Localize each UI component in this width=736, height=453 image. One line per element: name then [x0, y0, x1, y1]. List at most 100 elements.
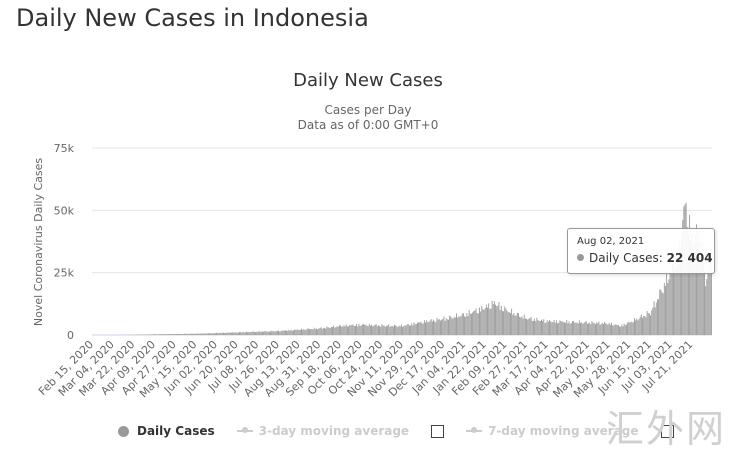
bar[interactable]	[295, 329, 297, 335]
bar[interactable]	[585, 320, 587, 335]
bar[interactable]	[655, 302, 657, 335]
bar[interactable]	[539, 320, 541, 335]
bar[interactable]	[597, 323, 599, 335]
bar[interactable]	[422, 323, 424, 335]
bar[interactable]	[573, 320, 575, 335]
bar[interactable]	[710, 258, 712, 335]
bar[interactable]	[410, 325, 412, 335]
bar[interactable]	[307, 328, 309, 335]
bar[interactable]	[351, 324, 353, 335]
bar[interactable]	[355, 325, 356, 335]
bar[interactable]	[574, 322, 576, 335]
bar[interactable]	[451, 317, 453, 335]
bar[interactable]	[377, 325, 379, 335]
bar[interactable]	[341, 326, 343, 335]
bar[interactable]	[209, 333, 211, 335]
bar[interactable]	[709, 273, 711, 335]
bar[interactable]	[178, 333, 180, 335]
bar[interactable]	[622, 326, 624, 335]
bar[interactable]	[406, 324, 408, 335]
bar[interactable]	[594, 324, 596, 335]
bar[interactable]	[473, 311, 475, 335]
bar[interactable]	[667, 282, 669, 335]
bar[interactable]	[291, 330, 293, 335]
bar[interactable]	[229, 332, 231, 335]
bar[interactable]	[701, 241, 703, 335]
bar[interactable]	[196, 333, 198, 335]
bar[interactable]	[373, 325, 375, 335]
bar[interactable]	[364, 325, 366, 335]
bar[interactable]	[490, 308, 492, 335]
bar[interactable]	[290, 329, 292, 335]
bar[interactable]	[623, 323, 625, 335]
bar[interactable]	[411, 323, 413, 335]
bar[interactable]	[604, 322, 606, 335]
bar[interactable]	[459, 316, 461, 335]
bar[interactable]	[708, 257, 710, 335]
bar[interactable]	[435, 322, 437, 335]
bar[interactable]	[352, 324, 354, 335]
bar[interactable]	[588, 323, 589, 335]
bar[interactable]	[237, 332, 239, 335]
bar[interactable]	[673, 260, 674, 335]
bar[interactable]	[169, 334, 170, 335]
bar[interactable]	[462, 313, 464, 335]
bar[interactable]	[519, 316, 521, 335]
bar[interactable]	[313, 327, 315, 335]
bar[interactable]	[301, 328, 302, 335]
bar[interactable]	[645, 317, 647, 335]
bar[interactable]	[375, 324, 377, 335]
bar[interactable]	[431, 321, 433, 335]
bar[interactable]	[204, 333, 206, 335]
bar[interactable]	[296, 329, 298, 335]
bar[interactable]	[166, 334, 168, 335]
bar[interactable]	[561, 321, 563, 335]
bar[interactable]	[315, 328, 317, 335]
bar[interactable]	[335, 327, 337, 335]
bar[interactable]	[174, 334, 176, 335]
bar[interactable]	[359, 325, 361, 335]
bar[interactable]	[275, 330, 277, 335]
bar[interactable]	[514, 315, 516, 335]
bar[interactable]	[629, 322, 631, 335]
bar[interactable]	[217, 333, 219, 335]
bar[interactable]	[163, 334, 165, 335]
bar[interactable]	[299, 329, 301, 335]
bar[interactable]	[333, 325, 335, 335]
bar[interactable]	[552, 322, 554, 335]
bar[interactable]	[403, 326, 405, 335]
bar[interactable]	[195, 333, 197, 335]
bar[interactable]	[599, 324, 601, 335]
bar[interactable]	[173, 333, 175, 335]
bar[interactable]	[666, 272, 668, 335]
bar[interactable]	[538, 320, 540, 335]
bar[interactable]	[658, 299, 660, 335]
bar[interactable]	[536, 317, 538, 335]
bar[interactable]	[338, 325, 340, 335]
bar[interactable]	[376, 326, 378, 335]
bar[interactable]	[576, 322, 578, 335]
bar[interactable]	[560, 321, 562, 335]
bar[interactable]	[671, 263, 673, 335]
bar[interactable]	[505, 308, 507, 335]
bar[interactable]	[374, 324, 376, 335]
bar[interactable]	[266, 331, 268, 335]
bar[interactable]	[240, 332, 242, 335]
bar[interactable]	[420, 321, 422, 335]
bar[interactable]	[677, 265, 679, 335]
bar[interactable]	[512, 314, 514, 335]
bar[interactable]	[607, 324, 609, 335]
bar[interactable]	[700, 255, 702, 335]
bar[interactable]	[452, 318, 454, 335]
bar[interactable]	[555, 320, 557, 335]
bar[interactable]	[211, 333, 213, 335]
bar[interactable]	[589, 322, 591, 335]
bar[interactable]	[390, 326, 392, 335]
bar[interactable]	[686, 227, 688, 335]
bar[interactable]	[425, 322, 426, 335]
bar[interactable]	[180, 333, 182, 335]
bar[interactable]	[446, 319, 448, 335]
bar[interactable]	[413, 322, 415, 335]
bar[interactable]	[601, 322, 603, 335]
bar[interactable]	[458, 316, 460, 335]
